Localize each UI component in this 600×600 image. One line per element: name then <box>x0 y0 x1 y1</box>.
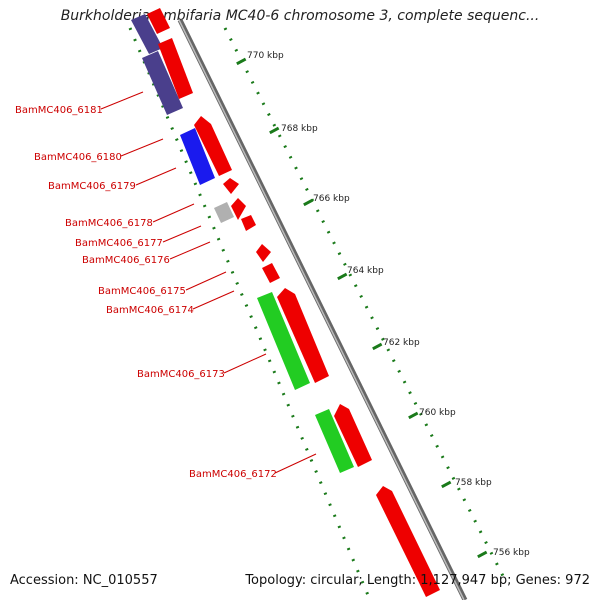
gene-label-6174[interactable]: BamMC406_6174 <box>106 305 194 316</box>
gene-forward[interactable] <box>262 263 280 283</box>
gene-label-6177[interactable]: BamMC406_6177 <box>75 238 163 249</box>
gene-cog-green[interactable] <box>315 409 354 473</box>
forward-genes <box>147 8 440 597</box>
tick-label-760: 760 kbp <box>419 408 456 418</box>
tick-mark <box>441 480 452 489</box>
tick-label-762: 762 kbp <box>383 338 420 348</box>
gene-label-6173[interactable]: BamMC406_6173 <box>137 369 225 380</box>
gene-forward[interactable] <box>158 38 193 99</box>
gene-leader-lines <box>100 91 317 474</box>
cog-genes <box>131 14 354 473</box>
inner-guide <box>128 27 372 600</box>
accession-label: Accession: NC_010557 <box>10 573 158 588</box>
topology-label: Topology: circular; Length: 1,127,947 bp… <box>245 573 590 588</box>
tick-mark <box>236 57 247 66</box>
tick-mark <box>303 198 314 207</box>
gene-label-6172[interactable]: BamMC406_6172 <box>189 469 277 480</box>
gene-forward[interactable] <box>194 116 232 176</box>
gene-cog-green[interactable] <box>257 292 310 390</box>
gene-label-6176[interactable]: BamMC406_6176 <box>82 255 170 266</box>
gene-cog-gray[interactable] <box>214 202 234 223</box>
chromosome-backbone <box>177 18 468 600</box>
gene-cog-purple[interactable] <box>142 51 183 115</box>
gene-forward[interactable] <box>231 198 246 220</box>
tick-label-756: 756 kbp <box>493 548 530 558</box>
tick-mark <box>269 126 280 135</box>
tick-label-768: 768 kbp <box>281 124 318 134</box>
tick-mark <box>372 342 383 351</box>
leader-line <box>185 271 227 291</box>
leader-line <box>274 453 317 474</box>
gene-label-6175[interactable]: BamMC406_6175 <box>98 286 186 297</box>
gene-label-6178[interactable]: BamMC406_6178 <box>65 218 153 229</box>
leader-line <box>223 353 267 374</box>
gene-cog-blue[interactable] <box>180 128 215 185</box>
tick-label-764: 764 kbp <box>347 266 384 276</box>
leader-line <box>192 290 235 310</box>
gene-forward[interactable] <box>241 215 256 231</box>
leader-line <box>135 167 177 186</box>
leader-line <box>162 225 202 243</box>
tick-mark <box>337 272 348 281</box>
gene-forward[interactable] <box>147 8 170 34</box>
gene-label-6179[interactable]: BamMC406_6179 <box>48 181 136 192</box>
tick-marks <box>236 57 488 559</box>
leader-line <box>100 91 144 110</box>
tick-mark <box>408 411 419 420</box>
gene-forward[interactable] <box>256 244 271 262</box>
gene-forward[interactable] <box>376 486 440 597</box>
gene-forward[interactable] <box>334 404 372 467</box>
leader-line <box>169 241 211 260</box>
leader-line <box>152 203 195 223</box>
gene-label-6180[interactable]: BamMC406_6180 <box>34 152 122 163</box>
gene-forward[interactable] <box>223 178 239 194</box>
tick-label-758: 758 kbp <box>455 478 492 488</box>
tick-mark <box>477 550 488 559</box>
leader-line <box>120 138 164 157</box>
gene-label-6181[interactable]: BamMC406_6181 <box>15 105 103 116</box>
tick-guides <box>128 27 507 600</box>
tick-label-770: 770 kbp <box>247 51 284 61</box>
gene-forward[interactable] <box>277 288 329 383</box>
tick-label-766: 766 kbp <box>313 194 350 204</box>
gene-cog-purple[interactable] <box>131 14 163 54</box>
